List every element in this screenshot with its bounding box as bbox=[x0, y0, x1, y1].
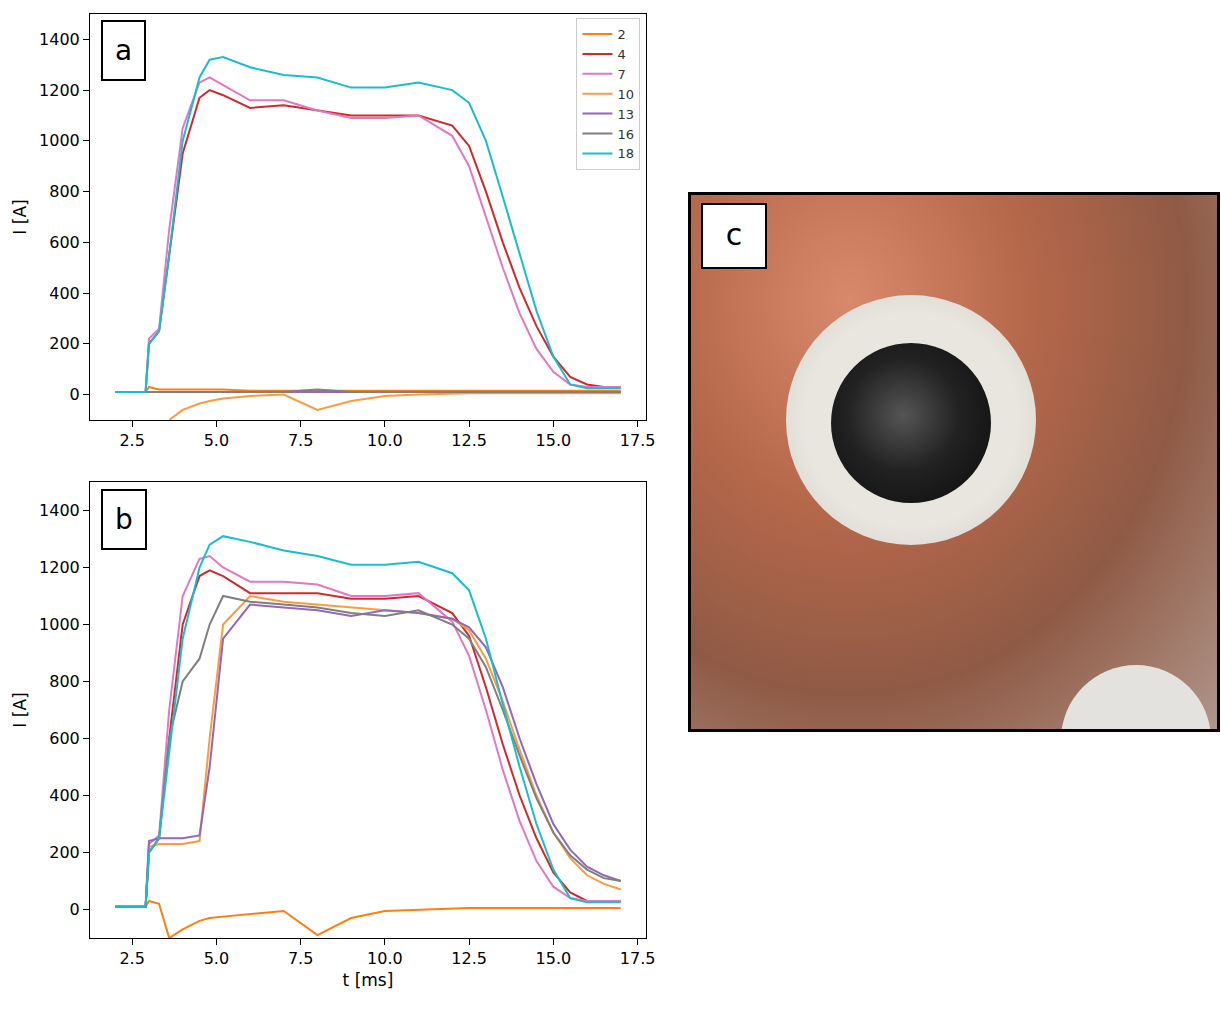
svg-text:0: 0 bbox=[70, 385, 80, 404]
svg-text:I [A]: I [A] bbox=[10, 692, 30, 727]
svg-text:5.0: 5.0 bbox=[204, 949, 229, 968]
svg-text:12.5: 12.5 bbox=[451, 949, 487, 968]
svg-text:15.0: 15.0 bbox=[536, 431, 572, 450]
svg-text:12.5: 12.5 bbox=[451, 431, 487, 450]
svg-text:1200: 1200 bbox=[39, 558, 80, 577]
svg-text:7.5: 7.5 bbox=[288, 949, 313, 968]
svg-text:200: 200 bbox=[49, 334, 80, 353]
svg-text:10.0: 10.0 bbox=[367, 949, 403, 968]
svg-text:17.5: 17.5 bbox=[620, 949, 656, 968]
svg-text:16: 16 bbox=[617, 127, 634, 142]
svg-text:7: 7 bbox=[617, 67, 625, 82]
svg-text:600: 600 bbox=[49, 729, 80, 748]
svg-text:1400: 1400 bbox=[39, 501, 80, 520]
svg-text:I [A]: I [A] bbox=[10, 199, 30, 234]
svg-text:1200: 1200 bbox=[39, 81, 80, 100]
svg-text:7.5: 7.5 bbox=[288, 431, 313, 450]
svg-text:13: 13 bbox=[617, 107, 634, 122]
svg-text:10: 10 bbox=[617, 87, 634, 102]
svg-text:200: 200 bbox=[49, 843, 80, 862]
svg-text:0: 0 bbox=[70, 900, 80, 919]
svg-text:2: 2 bbox=[617, 27, 625, 42]
svg-text:800: 800 bbox=[49, 672, 80, 691]
svg-text:2.5: 2.5 bbox=[119, 949, 144, 968]
svg-text:800: 800 bbox=[49, 182, 80, 201]
svg-text:a: a bbox=[115, 34, 132, 67]
svg-text:2.5: 2.5 bbox=[119, 431, 144, 450]
svg-text:4: 4 bbox=[617, 47, 625, 62]
svg-text:15.0: 15.0 bbox=[536, 949, 572, 968]
svg-text:1000: 1000 bbox=[39, 131, 80, 150]
svg-text:5.0: 5.0 bbox=[204, 431, 229, 450]
html-text:c: c bbox=[725, 217, 743, 252]
svg-text:600: 600 bbox=[49, 233, 80, 252]
svg-text:17.5: 17.5 bbox=[620, 431, 656, 450]
svg-text:400: 400 bbox=[49, 284, 80, 303]
svg-text:b: b bbox=[115, 503, 133, 536]
svg-text:10.0: 10.0 bbox=[367, 431, 403, 450]
svg-text:1000: 1000 bbox=[39, 615, 80, 634]
svg-text:1400: 1400 bbox=[39, 30, 80, 49]
svg-text:400: 400 bbox=[49, 786, 80, 805]
svg-text:18: 18 bbox=[617, 146, 634, 161]
svg-text:t [ms]: t [ms] bbox=[343, 970, 394, 990]
